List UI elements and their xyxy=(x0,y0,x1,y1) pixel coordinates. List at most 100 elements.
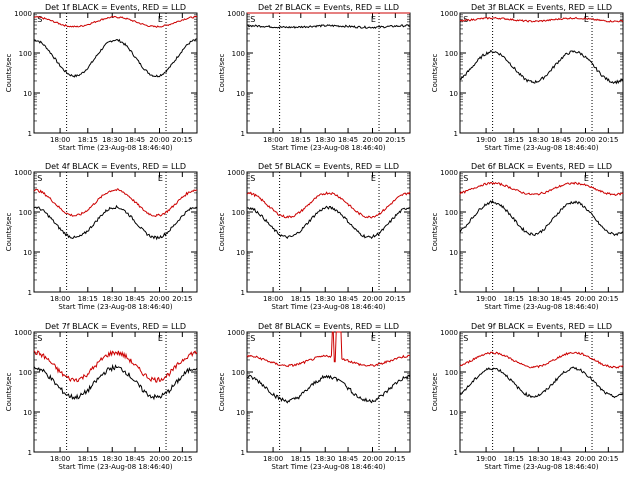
x-axis-label: Start Time (23-Aug-08 18:46:40) xyxy=(271,463,385,471)
x-tick-label: 20:15 xyxy=(598,295,618,303)
x-tick-label: 18:15 xyxy=(78,455,98,463)
marker-s: S xyxy=(37,15,42,24)
marker-s: S xyxy=(37,174,42,183)
x-tick-label: 18:00 xyxy=(50,295,70,303)
events-series-line xyxy=(459,366,624,399)
panel-det-1: Det 1f BLACK = Events, RED = LLD 1 10 100 10… xyxy=(5,3,198,152)
x-tick-label: 18:15 xyxy=(78,295,98,303)
panel-det-8: Det 8f BLACK = Events, RED = LLD 1 10 100 10… xyxy=(218,322,411,471)
x-tick-label: 18:00 xyxy=(50,455,70,463)
y-tick-label: 1000 xyxy=(440,169,458,177)
x-tick-label: 18:00 xyxy=(263,136,283,144)
y-tick-label: 10 xyxy=(23,409,32,417)
x-tick-label: 20:15 xyxy=(172,136,192,144)
events-series-line xyxy=(246,24,411,29)
y-tick-label: 1 xyxy=(28,130,32,138)
marker-e: E xyxy=(371,334,376,343)
x-tick-label: 20:00 xyxy=(149,295,169,303)
panel-det-5: Det 5f BLACK = Events, RED = LLD 1 10 100 10… xyxy=(218,162,411,311)
x-tick-label: 18:30 xyxy=(315,295,335,303)
x-tick-label: 18:45 xyxy=(338,455,358,463)
y-tick-label: 10 xyxy=(236,90,245,98)
plot-frame xyxy=(459,12,624,134)
panel-title: Det 3f BLACK = Events, RED = LLD xyxy=(471,3,612,12)
events-series-line xyxy=(33,204,198,241)
lld-series-line xyxy=(33,349,198,383)
x-axis-label: Start Time (23-Aug-08 18:46:40) xyxy=(484,144,598,152)
marker-e: E xyxy=(158,174,163,183)
x-axis-label: Start Time (23-Aug-08 18:46:40) xyxy=(271,303,385,311)
panel-det-9: Det 9f BLACK = Events, RED = LLD 1 10 100 10… xyxy=(431,322,624,471)
panel-det-7: Det 7f BLACK = Events, RED = LLD 1 10 100 10… xyxy=(5,322,198,471)
marker-s: S xyxy=(250,15,255,24)
lld-series-line xyxy=(459,16,624,23)
y-tick-label: 100 xyxy=(19,209,32,217)
events-series-line xyxy=(246,374,411,404)
x-tick-label: 20:15 xyxy=(172,455,192,463)
y-tick-label: 1000 xyxy=(440,10,458,18)
marker-e: E xyxy=(158,334,163,343)
x-tick-label: 18:00 xyxy=(263,455,283,463)
x-tick-label: 18:45 xyxy=(338,136,358,144)
x-tick-label: 18:30 xyxy=(315,455,335,463)
y-axis-label: Counts/sec xyxy=(218,54,226,93)
plot-frame xyxy=(246,12,411,134)
x-tick-label: 18:15 xyxy=(504,136,524,144)
x-tick-label: 20:00 xyxy=(362,136,382,144)
x-tick-label: 18:15 xyxy=(291,295,311,303)
marker-s: S xyxy=(250,334,255,343)
x-tick-label: 18:45 xyxy=(125,455,145,463)
y-axis-label: Counts/sec xyxy=(5,373,13,412)
y-tick-label: 10 xyxy=(23,90,32,98)
x-tick-label: 18:45 xyxy=(551,136,571,144)
x-tick-label: 20:15 xyxy=(385,136,405,144)
marker-s: S xyxy=(463,15,468,24)
y-axis-label: Counts/sec xyxy=(431,213,439,252)
x-tick-label: 20:00 xyxy=(362,455,382,463)
panel-title: Det 9f BLACK = Events, RED = LLD xyxy=(471,322,612,331)
y-tick-label: 10 xyxy=(449,409,458,417)
lld-series-line xyxy=(33,188,198,218)
marker-s: S xyxy=(250,174,255,183)
y-tick-label: 1000 xyxy=(14,329,32,337)
marker-e: E xyxy=(158,15,163,24)
y-tick-label: 1000 xyxy=(14,10,32,18)
panel-title: Det 1f BLACK = Events, RED = LLD xyxy=(45,3,186,12)
y-axis-label: Counts/sec xyxy=(431,54,439,93)
marker-e: E xyxy=(584,174,589,183)
x-tick-label: 20:15 xyxy=(598,136,618,144)
events-series-line xyxy=(33,363,198,401)
plot-frame xyxy=(33,12,198,134)
lld-series-line xyxy=(459,351,624,369)
x-tick-label: 20:00 xyxy=(575,136,595,144)
y-tick-label: 1 xyxy=(28,449,32,457)
y-tick-label: 10 xyxy=(23,249,32,257)
y-tick-label: 10 xyxy=(449,249,458,257)
plot-frame xyxy=(459,331,624,453)
x-axis-label: Start Time (23-Aug-08 18:46:40) xyxy=(58,303,172,311)
y-tick-label: 1 xyxy=(241,130,245,138)
marker-e: E xyxy=(584,334,589,343)
x-tick-label: 18:45 xyxy=(125,295,145,303)
y-tick-label: 100 xyxy=(445,50,458,58)
events-series-line xyxy=(33,38,198,78)
y-tick-label: 100 xyxy=(445,369,458,377)
panel-det-3: Det 3f BLACK = Events, RED = LLD 1 10 100 10… xyxy=(431,3,624,152)
marker-e: E xyxy=(584,15,589,24)
lld-series-line xyxy=(246,331,411,368)
panel-det-4: Det 4f BLACK = Events, RED = LLD 1 10 100 10… xyxy=(5,162,198,311)
x-tick-label: 18:00 xyxy=(263,295,283,303)
y-tick-label: 100 xyxy=(445,209,458,217)
marker-e: E xyxy=(371,174,376,183)
y-tick-label: 1000 xyxy=(227,169,245,177)
lld-series-line xyxy=(459,181,624,197)
panel-title: Det 5f BLACK = Events, RED = LLD xyxy=(258,162,399,171)
x-tick-label: 20:15 xyxy=(385,295,405,303)
x-tick-label: 18:43 xyxy=(551,455,571,463)
x-tick-label: 18:15 xyxy=(291,455,311,463)
x-tick-label: 20:00 xyxy=(149,136,169,144)
y-axis-label: Counts/sec xyxy=(5,54,13,93)
y-tick-label: 1 xyxy=(28,289,32,297)
panel-title: Det 2f BLACK = Events, RED = LLD xyxy=(258,3,399,12)
